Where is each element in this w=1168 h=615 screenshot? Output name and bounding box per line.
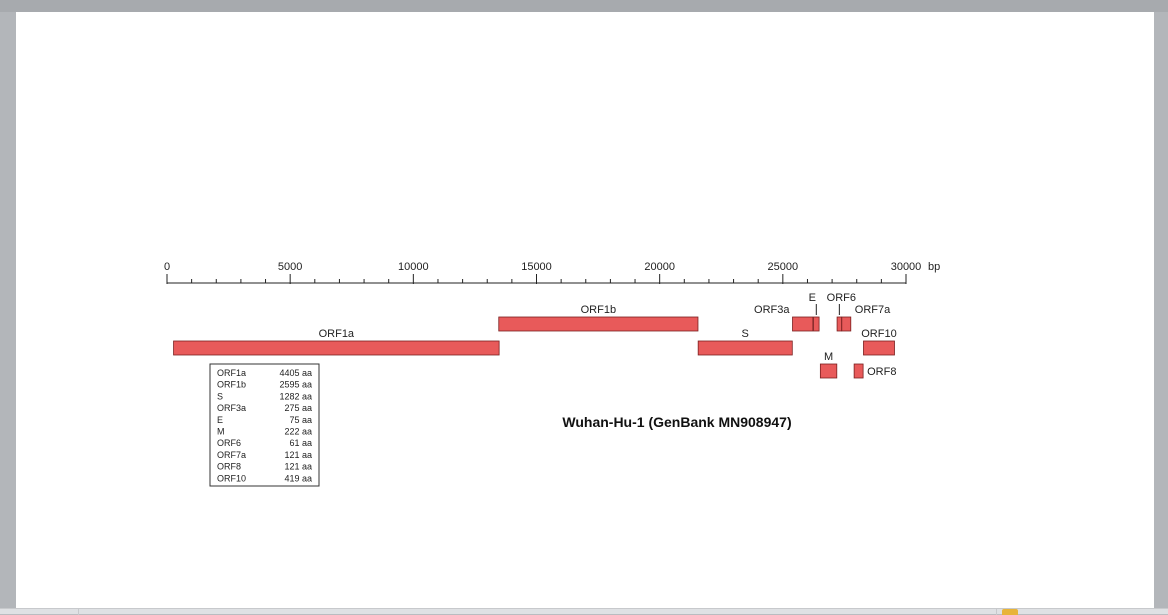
legend-gene-name: ORF3a (217, 403, 246, 413)
axis-tick-label: 30000 (891, 261, 922, 273)
gene-orf1a (173, 340, 500, 356)
legend-gene-length: 419 aa (284, 473, 312, 483)
axis-tick-label: 25000 (768, 261, 799, 273)
legend-gene-length: 4405 aa (279, 368, 312, 378)
genome-axis: 0 5000 10000 15000 20000 25000 30000 bp (164, 261, 940, 284)
legend-gene-length: 121 aa (284, 450, 312, 460)
legend-gene-name: ORF10 (217, 473, 246, 483)
legend-gene-name: M (217, 427, 225, 437)
legend-gene-length: 1282 aa (279, 391, 312, 401)
diagram-title: Wuhan-Hu-1 (GenBank MN908947) (562, 414, 791, 430)
gene-label-orf7a: ORF7a (855, 304, 891, 316)
gene-s (697, 340, 793, 356)
gene-label-orf1b: ORF1b (581, 304, 616, 316)
window-top-bar (0, 0, 1168, 12)
gene-orf1b (498, 316, 699, 332)
gene-m (819, 363, 838, 379)
legend-gene-length: 2595 aa (279, 380, 312, 390)
gene-label-orf1a: ORF1a (319, 328, 355, 340)
document-page: 0 5000 10000 15000 20000 25000 30000 bp ORF1a OR… (16, 12, 1154, 608)
gene-orf7a (841, 316, 852, 332)
gene-label-orf8: ORF8 (867, 366, 896, 378)
legend-gene-name: E (217, 415, 223, 425)
gene-label-orf10: ORF10 (861, 328, 896, 340)
legend-gene-length: 121 aa (284, 462, 312, 472)
gene-label-s: S (742, 328, 749, 340)
legend-gene-length: 61 aa (289, 438, 312, 448)
warning-icon[interactable] (1002, 609, 1018, 615)
legend-gene-name: ORF8 (217, 462, 241, 472)
legend-gene-length: 222 aa (284, 427, 312, 437)
axis-unit-label: bp (928, 261, 940, 273)
gene-orf8 (853, 363, 864, 379)
axis-tick-label: 20000 (644, 261, 675, 273)
legend-gene-name: ORF7a (217, 450, 246, 460)
legend-gene-length: 75 aa (289, 415, 312, 425)
legend-box (209, 363, 320, 487)
gene-label-orf6: ORF6 (827, 292, 856, 304)
gene-orf3a (792, 316, 814, 332)
axis-tick-label: 0 (164, 261, 170, 273)
left-frame (0, 12, 16, 608)
legend-gene-length: 275 aa (284, 403, 312, 413)
gene-label-m: M (824, 351, 833, 363)
gene-orf6 (836, 316, 843, 332)
status-bar (0, 608, 1168, 615)
gene-orf10 (863, 340, 895, 356)
legend-gene-name: ORF1b (217, 380, 246, 390)
axis-tick-label: 5000 (278, 261, 302, 273)
gene-label-e: E (809, 292, 816, 304)
legend-gene-name: S (217, 391, 223, 401)
legend-gene-name: ORF6 (217, 438, 241, 448)
right-scrollbar[interactable] (1154, 12, 1168, 608)
gene-e (813, 316, 820, 332)
genome-map: 0 5000 10000 15000 20000 25000 30000 bp ORF1aOR… (164, 261, 940, 487)
gene-label-orf3a: ORF3a (754, 304, 790, 316)
legend-gene-name: ORF1a (217, 368, 246, 378)
axis-tick-label: 15000 (521, 261, 552, 273)
gene-length-legend: ORF1a 4405 aa ORF1b 2595 aa S 1282 aa ORF3a 275… (209, 363, 320, 487)
axis-tick-label: 10000 (398, 261, 429, 273)
